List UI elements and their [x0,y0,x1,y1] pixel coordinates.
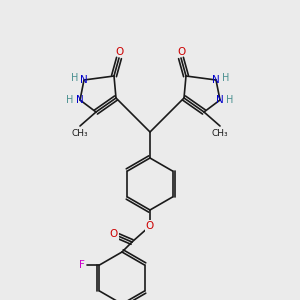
Text: CH₃: CH₃ [72,130,88,139]
Text: CH₃: CH₃ [212,130,228,139]
Text: O: O [115,47,123,57]
Text: N: N [216,95,224,105]
Text: O: O [110,229,118,239]
Text: O: O [146,221,154,231]
Text: N: N [76,95,84,105]
Text: H: H [70,73,78,83]
Text: H: H [66,95,73,105]
Text: H: H [222,73,230,83]
Text: N: N [212,75,220,85]
Text: F: F [79,260,84,270]
Text: H: H [226,95,233,105]
Text: N: N [80,75,88,85]
Text: O: O [177,47,185,57]
